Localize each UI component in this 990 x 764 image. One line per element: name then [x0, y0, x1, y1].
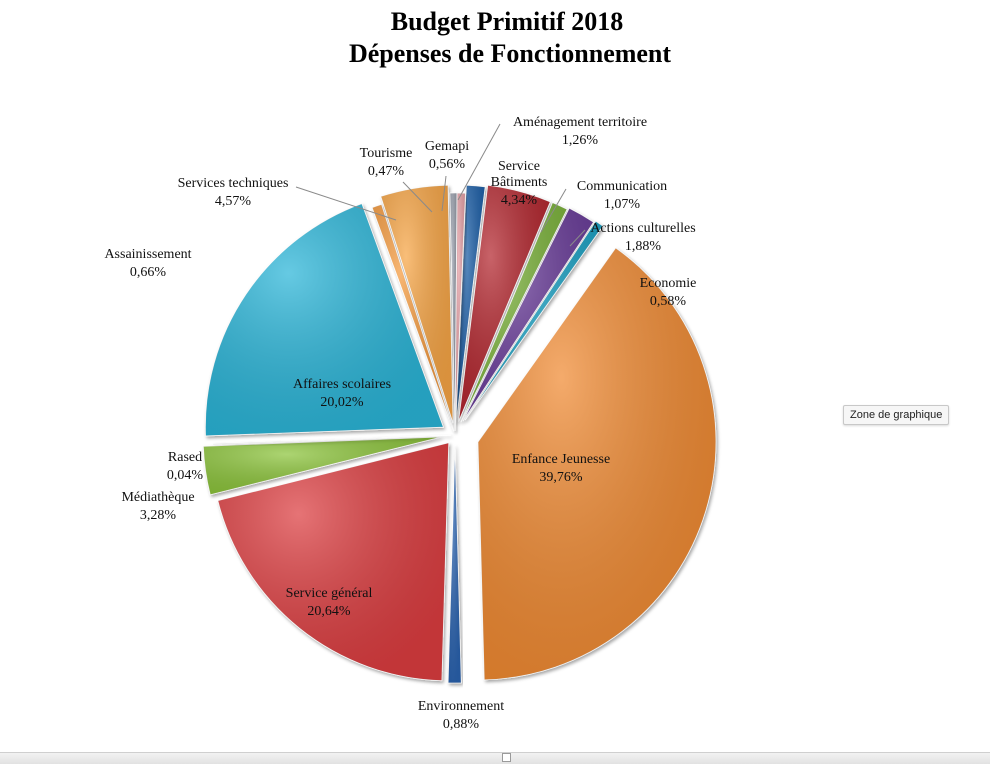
slice-label-gemapi: Gemapi: [425, 139, 469, 154]
slice-value-service-bâtiments: 4,34%: [501, 193, 538, 208]
slice-label-assainissement: Assainissement: [104, 247, 191, 262]
slice-value-affaires-scolaires: 20,02%: [320, 395, 364, 410]
slice-label-enfance-jeunesse: Enfance Jeunesse: [512, 452, 610, 467]
slice-value-enfance-jeunesse: 39,76%: [539, 470, 583, 485]
slice-label-environnement: Environnement: [418, 699, 504, 714]
slice-value-aménagement-territoire: 1,26%: [562, 133, 599, 148]
leader-line-services-techniques: [295, 186, 397, 221]
chart-title: Budget Primitif 2018: [391, 7, 624, 36]
slice-label-actions-culturelles: Actions culturelles: [590, 221, 695, 236]
slice-value-service-général: 20,64%: [307, 604, 351, 619]
slice-value-rased: 0,04%: [167, 468, 204, 483]
resize-handle[interactable]: [502, 753, 511, 762]
slice-label-rased: Rased: [168, 450, 202, 465]
slice-label-aménagement-territoire: Aménagement territoire: [513, 115, 647, 130]
slice-label-affaires-scolaires: Affaires scolaires: [293, 377, 391, 392]
slice-value-communication: 1,07%: [604, 197, 641, 212]
slice-label-communication: Communication: [577, 179, 667, 194]
slice-label-médiathèque: Médiathèque: [121, 490, 194, 505]
chart-area-tooltip: Zone de graphique: [843, 405, 950, 425]
slice-label-service-bâtiments: Service Bâtiments: [491, 159, 548, 190]
leader-line-aménagement-territoire: [457, 123, 501, 201]
slice-value-assainissement: 0,66%: [130, 265, 167, 280]
horizontal-scrollbar[interactable]: [0, 752, 990, 764]
leader-line-gemapi: [441, 175, 447, 212]
slice-label-economie: Economie: [640, 276, 697, 291]
slice-value-médiathèque: 3,28%: [140, 508, 177, 523]
slice-value-services-techniques: 4,57%: [215, 194, 252, 209]
slice-value-economie: 0,58%: [650, 294, 687, 309]
leader-line-communication: [540, 188, 567, 233]
pie-slice-environnement[interactable]: [447, 444, 462, 684]
slice-label-tourisme: Tourisme: [360, 146, 413, 161]
leader-line-actions-culturelles: [569, 229, 586, 247]
slice-value-environnement: 0,88%: [443, 717, 480, 732]
slice-value-tourisme: 0,47%: [368, 164, 405, 179]
slice-label-services-techniques: Services techniques: [178, 176, 289, 191]
chart-subtitle: Dépenses de Fonctionnement: [349, 39, 671, 68]
slice-value-actions-culturelles: 1,88%: [625, 239, 662, 254]
leader-line-tourisme: [402, 181, 433, 213]
slice-label-service-général: Service général: [286, 586, 373, 601]
slice-value-gemapi: 0,56%: [429, 157, 466, 172]
